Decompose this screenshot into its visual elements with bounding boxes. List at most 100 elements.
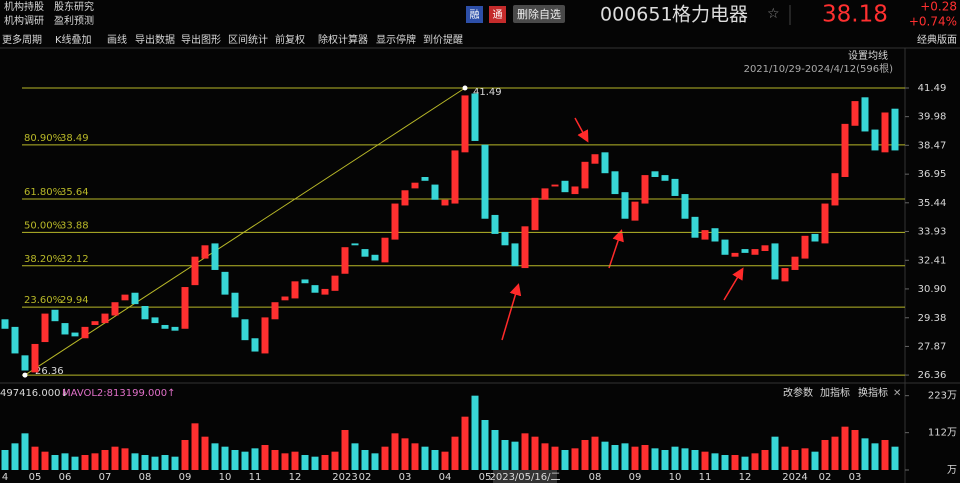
volume-bar bbox=[531, 436, 539, 470]
volume-bar bbox=[331, 451, 339, 470]
x-tick-label: 02 bbox=[819, 472, 832, 483]
volume-bar bbox=[121, 448, 129, 470]
volume-bar bbox=[211, 443, 219, 470]
volume-bar bbox=[251, 448, 259, 470]
x-tick-label: 08 bbox=[139, 472, 152, 483]
vol-tick-label: 223万 bbox=[928, 391, 957, 402]
volume-bar bbox=[271, 450, 279, 470]
candle bbox=[861, 97, 869, 132]
level-value: 35.64 bbox=[60, 187, 89, 198]
candle bbox=[891, 108, 899, 151]
toolbar-item[interactable]: 画线 bbox=[107, 33, 127, 46]
volume-bar bbox=[501, 440, 509, 470]
volume-bar bbox=[521, 433, 529, 470]
star-icon[interactable]: ☆ bbox=[767, 6, 780, 22]
toolbar-item[interactable]: 导出数据 bbox=[135, 33, 175, 46]
candle bbox=[101, 313, 109, 324]
stock-name: 格力电器 bbox=[672, 4, 748, 26]
volume-bar bbox=[551, 446, 559, 470]
level-value: 29.94 bbox=[60, 295, 89, 306]
candle bbox=[491, 214, 499, 234]
x-tick-label: 10 bbox=[219, 472, 232, 483]
badge[interactable]: 通 bbox=[493, 9, 503, 21]
candle bbox=[201, 245, 209, 259]
link[interactable]: 盈利预测 bbox=[54, 14, 94, 27]
candle bbox=[391, 203, 399, 240]
candle bbox=[461, 95, 469, 153]
candle bbox=[631, 201, 639, 221]
volume-bar bbox=[791, 450, 799, 470]
candle bbox=[111, 302, 119, 316]
badge[interactable]: 融 bbox=[470, 9, 480, 21]
high-label: 41.49 bbox=[473, 87, 502, 98]
link[interactable]: 机构持股 bbox=[4, 0, 44, 13]
candle bbox=[11, 326, 19, 354]
toolbar-item[interactable]: 前复权 bbox=[275, 33, 305, 46]
volume-bar bbox=[231, 450, 239, 470]
volume-bar bbox=[191, 423, 199, 470]
button-bg bbox=[513, 5, 565, 23]
volume-bar bbox=[261, 445, 269, 470]
volume-bar bbox=[281, 453, 289, 470]
x-tick-label: 2023/05/16/二 bbox=[489, 472, 560, 483]
candle bbox=[841, 123, 849, 177]
volume-bar bbox=[91, 453, 99, 470]
layout-button[interactable]: 经典版面 bbox=[917, 33, 957, 46]
volume-bar bbox=[711, 453, 719, 470]
x-tick-label: 03 bbox=[399, 472, 412, 483]
ma-setting[interactable]: 设置均线 bbox=[848, 49, 888, 62]
toolbar-item[interactable]: 除权计算器 bbox=[318, 33, 368, 46]
link[interactable]: 股东研究 bbox=[54, 0, 94, 13]
candle bbox=[641, 175, 649, 204]
stock-code: 000651 bbox=[600, 4, 673, 26]
toolbar-item[interactable]: 更多周期 bbox=[2, 33, 42, 46]
volume-bar bbox=[81, 455, 89, 470]
arrow bbox=[608, 229, 624, 269]
candle bbox=[851, 101, 859, 126]
candle bbox=[351, 243, 359, 246]
volume-bar bbox=[601, 441, 609, 470]
candle bbox=[181, 287, 189, 329]
candle bbox=[171, 326, 179, 331]
volume-bar bbox=[701, 451, 709, 470]
volume-bar bbox=[41, 451, 49, 470]
mavol: MAVOL2:813199.000↑ bbox=[62, 388, 176, 399]
remove-button[interactable]: 删除自选 bbox=[517, 7, 561, 21]
candle bbox=[221, 271, 229, 295]
volume-bar bbox=[441, 451, 449, 470]
volume-bar bbox=[401, 438, 409, 470]
link[interactable]: 机构调研 bbox=[4, 14, 44, 27]
button[interactable]: 加指标 bbox=[820, 386, 850, 399]
candle bbox=[561, 180, 569, 193]
volume-bar bbox=[491, 430, 499, 470]
candle bbox=[551, 184, 559, 187]
candle bbox=[71, 332, 79, 337]
level-value: 33.88 bbox=[60, 220, 89, 231]
button[interactable]: 改参数 bbox=[783, 386, 813, 399]
toolbar-item[interactable]: K线叠加 bbox=[55, 33, 92, 46]
close-icon[interactable]: ✕ bbox=[893, 388, 901, 399]
candle bbox=[661, 175, 669, 181]
toolbar-item[interactable]: 到价提醒 bbox=[423, 34, 463, 46]
button[interactable]: 换指标 bbox=[858, 386, 888, 399]
candle bbox=[271, 302, 279, 320]
toolbar-item[interactable]: 显示停牌 bbox=[376, 33, 416, 46]
volume-bar bbox=[51, 455, 59, 470]
candle bbox=[341, 247, 349, 274]
candle bbox=[41, 313, 49, 343]
candle bbox=[431, 184, 439, 200]
candle bbox=[61, 323, 69, 335]
toolbar-item[interactable]: 区间统计 bbox=[228, 33, 268, 46]
candle bbox=[691, 216, 699, 238]
toolbar-item[interactable]: 导出图形 bbox=[181, 33, 221, 46]
volume-bar bbox=[61, 453, 69, 470]
candle bbox=[781, 268, 789, 282]
candle bbox=[401, 190, 409, 206]
candle bbox=[121, 294, 129, 301]
arrow bbox=[574, 117, 589, 143]
volume-bar bbox=[201, 436, 209, 470]
candle bbox=[451, 150, 459, 204]
volume-bar bbox=[31, 446, 39, 470]
volume-bar bbox=[181, 440, 189, 470]
